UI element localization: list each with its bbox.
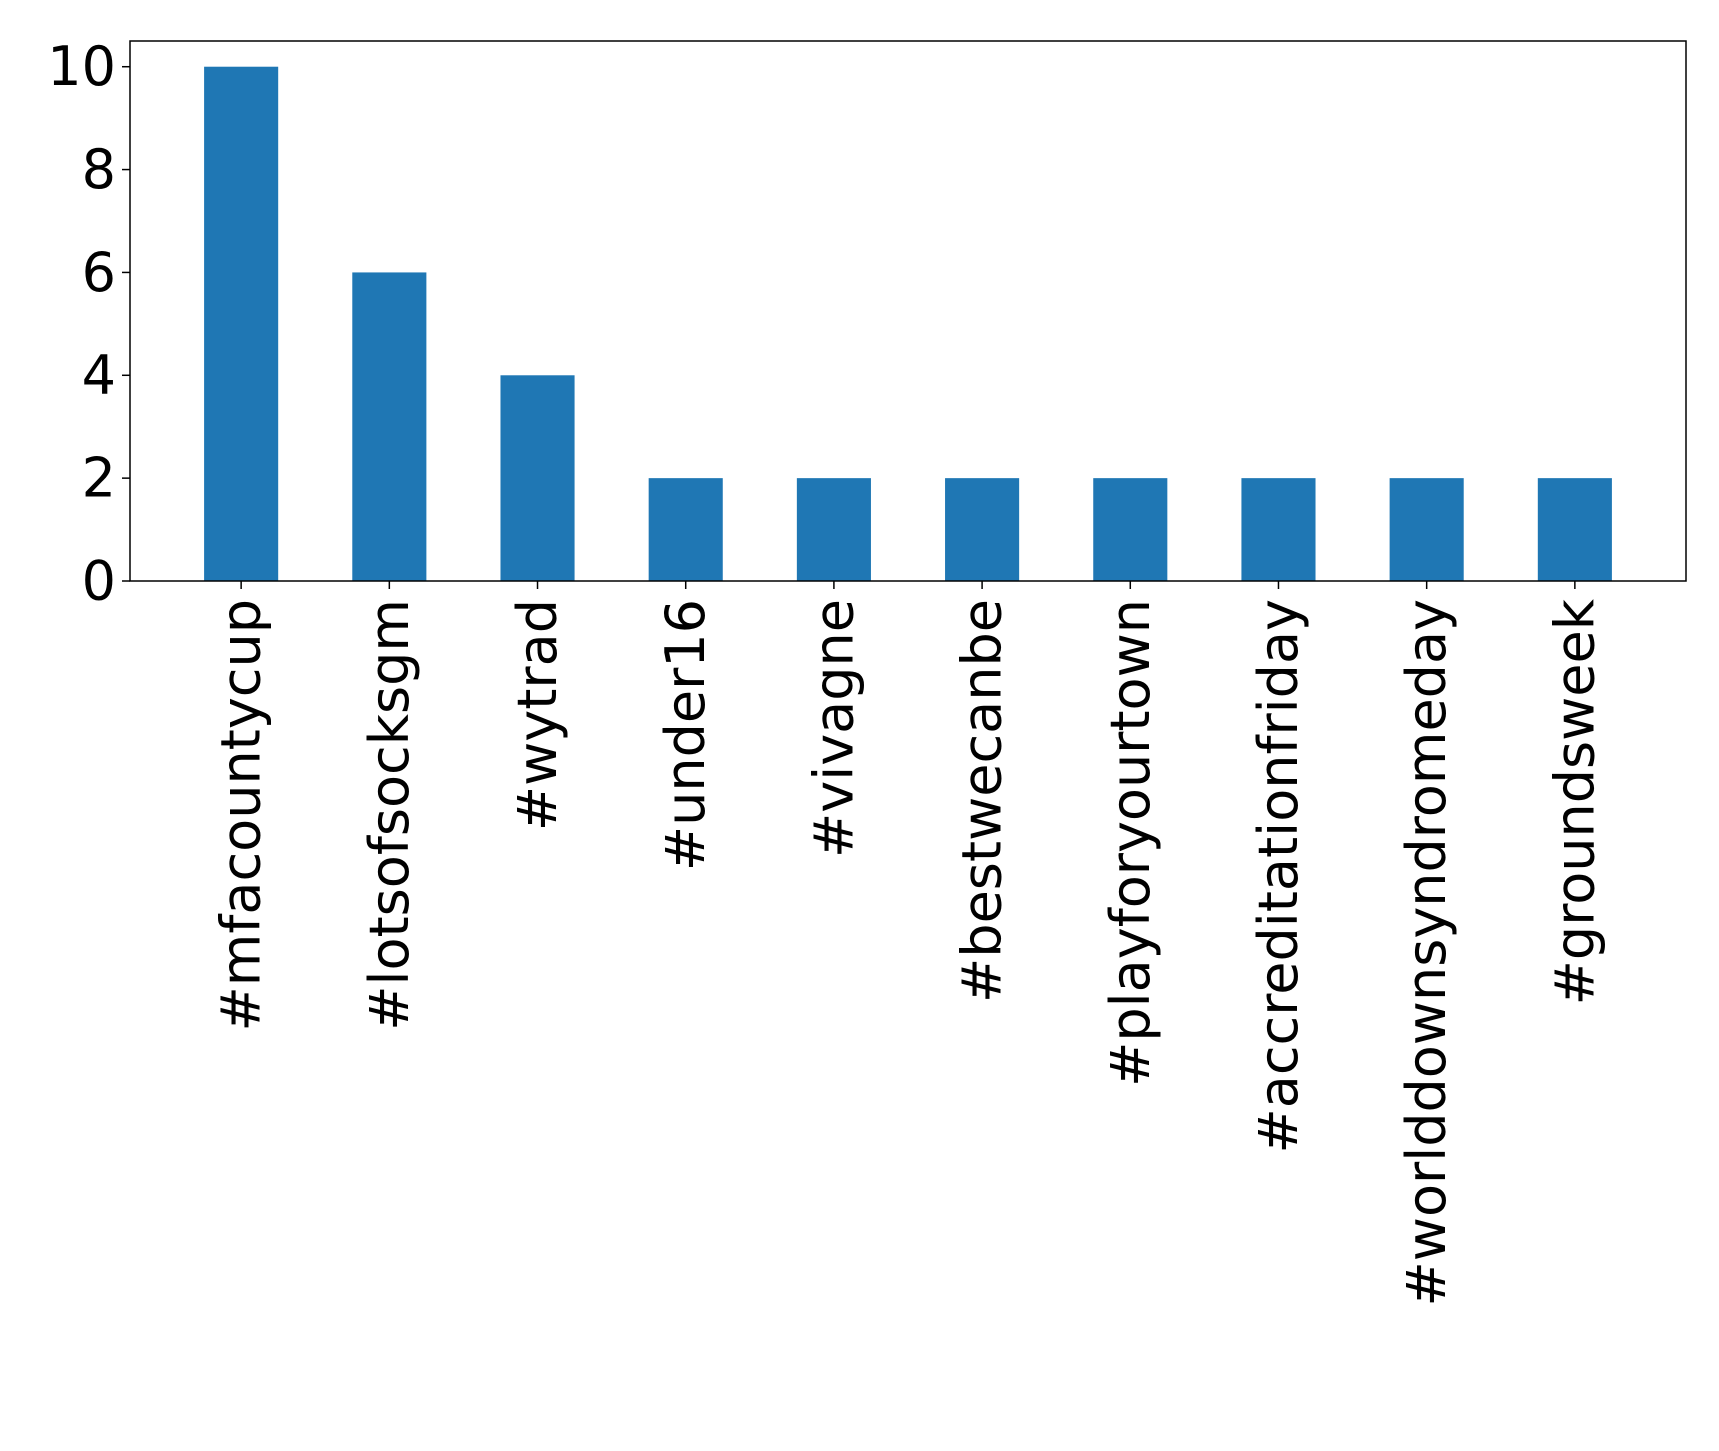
x-tick-label: #mfacountycup [210, 599, 273, 1031]
x-tick-label: #worlddownsyndromeday [1395, 599, 1458, 1306]
x-tick-label: #vivagne [802, 599, 865, 858]
bar [1093, 478, 1168, 581]
y-tick-label: 0 [82, 550, 116, 613]
bar [500, 375, 575, 581]
bar [648, 478, 723, 581]
x-tick-label: #wytrad [506, 599, 569, 831]
x-tick-label: #lotsofsocksgm [358, 599, 421, 1031]
y-tick-label: 2 [82, 447, 116, 510]
bar [796, 478, 871, 581]
plot-frame [129, 40, 1687, 582]
y-tick-label: 10 [47, 35, 116, 98]
bars-group [204, 66, 1612, 581]
bar [204, 66, 279, 581]
y-tick-label: 8 [82, 138, 116, 201]
bar [945, 478, 1020, 581]
x-axis-ticks: #mfacountycup #lotsofsocksgm #wytrad #under… [210, 581, 1606, 1306]
bar [352, 272, 427, 581]
x-tick-label: #accreditationfriday [1247, 599, 1310, 1153]
bar [1389, 478, 1464, 581]
bar [1537, 478, 1612, 581]
y-axis-ticks: 0 2 4 6 8 10 [47, 35, 130, 613]
bar [1241, 478, 1316, 581]
y-tick-label: 4 [82, 344, 116, 407]
y-tick-label: 6 [82, 241, 116, 304]
x-tick-label: #groundsweek [1543, 598, 1606, 1005]
x-tick-label: #bestwecanbe [951, 599, 1014, 1003]
x-tick-label: #playforyourtown [1099, 599, 1162, 1087]
x-tick-label: #under16 [654, 599, 717, 871]
